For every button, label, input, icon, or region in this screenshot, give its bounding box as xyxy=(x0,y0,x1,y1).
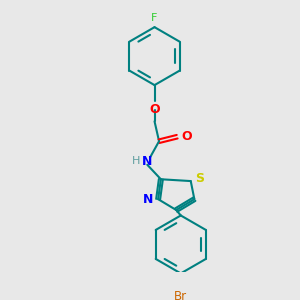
Text: N: N xyxy=(143,193,154,206)
Text: H: H xyxy=(132,156,140,166)
Text: Br: Br xyxy=(174,290,187,300)
Text: N: N xyxy=(142,154,152,168)
Text: O: O xyxy=(182,130,192,143)
Text: O: O xyxy=(149,103,160,116)
Text: F: F xyxy=(151,13,158,22)
Text: S: S xyxy=(195,172,204,185)
